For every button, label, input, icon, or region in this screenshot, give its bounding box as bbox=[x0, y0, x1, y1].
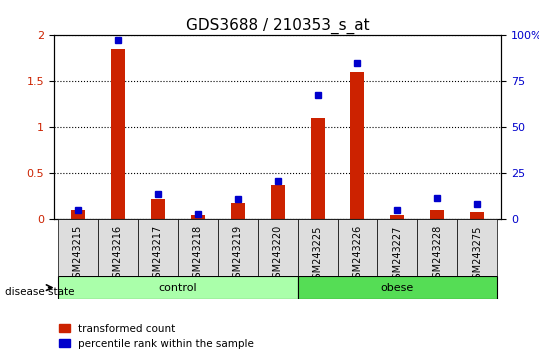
FancyBboxPatch shape bbox=[98, 219, 138, 276]
FancyBboxPatch shape bbox=[58, 276, 298, 299]
FancyBboxPatch shape bbox=[178, 219, 218, 276]
Bar bbox=[471, 212, 485, 219]
Text: GSM243226: GSM243226 bbox=[353, 225, 362, 284]
Title: GDS3688 / 210353_s_at: GDS3688 / 210353_s_at bbox=[186, 18, 369, 34]
Bar bbox=[430, 210, 444, 219]
FancyBboxPatch shape bbox=[258, 219, 298, 276]
Bar bbox=[191, 215, 205, 219]
FancyBboxPatch shape bbox=[218, 219, 258, 276]
Text: control: control bbox=[158, 282, 197, 293]
Bar bbox=[390, 215, 404, 219]
FancyBboxPatch shape bbox=[58, 219, 98, 276]
FancyBboxPatch shape bbox=[337, 219, 377, 276]
FancyBboxPatch shape bbox=[298, 219, 337, 276]
Text: GSM243215: GSM243215 bbox=[73, 225, 83, 284]
Bar bbox=[271, 184, 285, 219]
Text: GSM243228: GSM243228 bbox=[432, 225, 443, 284]
Bar bbox=[350, 72, 364, 219]
Bar bbox=[71, 210, 85, 219]
FancyBboxPatch shape bbox=[138, 219, 178, 276]
FancyBboxPatch shape bbox=[417, 219, 457, 276]
Text: GSM243275: GSM243275 bbox=[472, 225, 482, 285]
Text: GSM243216: GSM243216 bbox=[113, 225, 123, 284]
Text: GSM243227: GSM243227 bbox=[392, 225, 403, 285]
FancyBboxPatch shape bbox=[377, 219, 417, 276]
Text: disease state: disease state bbox=[5, 287, 75, 297]
Bar bbox=[310, 118, 324, 219]
Bar bbox=[151, 199, 165, 219]
Text: GSM243218: GSM243218 bbox=[193, 225, 203, 284]
Text: GSM243219: GSM243219 bbox=[233, 225, 243, 284]
Text: GSM243220: GSM243220 bbox=[273, 225, 282, 284]
FancyBboxPatch shape bbox=[298, 276, 497, 299]
Text: obese: obese bbox=[381, 282, 414, 293]
FancyBboxPatch shape bbox=[457, 219, 497, 276]
Text: GSM243225: GSM243225 bbox=[313, 225, 322, 285]
Legend: transformed count, percentile rank within the sample: transformed count, percentile rank withi… bbox=[59, 324, 254, 349]
Bar bbox=[231, 203, 245, 219]
Bar bbox=[111, 49, 125, 219]
Text: GSM243217: GSM243217 bbox=[153, 225, 163, 284]
